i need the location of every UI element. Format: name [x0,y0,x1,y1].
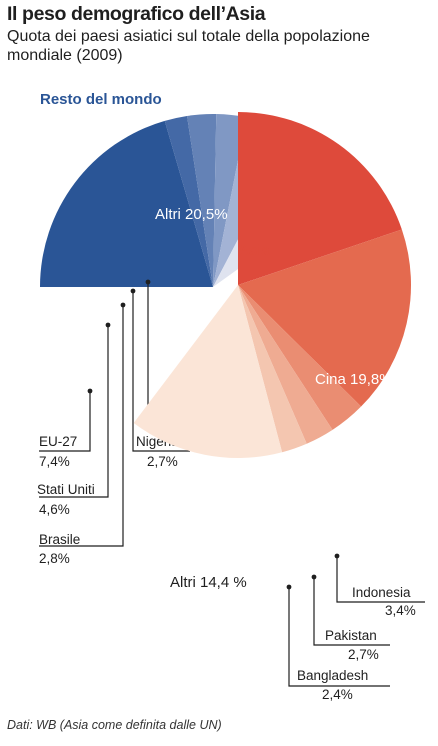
slice-asia-pakistan [238,285,333,444]
chart-title: Il peso demografico dell’Asia [7,3,266,25]
data-label-asia-india: India 17,6% [353,454,432,471]
label-value-resto-del-mondo-nigeria: 2,7% [147,454,178,469]
label-value-resto-del-mondo-stati-uniti: 4,6% [39,502,70,517]
label-value-asia-pakistan: 2,7% [348,647,379,662]
slice-resto-del-mondo-russia [164,115,213,288]
leader-dot-resto-del-mondo-brasile [120,302,126,308]
leader-line-asia-indonesia [336,556,425,603]
label-value-asia-indonesia: 3,4% [385,603,416,618]
label-value-resto-del-mondo-eu-27: 7,4% [39,454,70,469]
chart-subtitle: Quota dei paesi asiatici sul totale dell… [7,28,370,64]
leader-line-resto-del-mondo-stati-uniti [39,325,109,498]
leader-line-resto-del-mondo-eu-27 [39,391,91,452]
slice-resto-del-mondo-nigeria [187,113,217,287]
leader-dot-resto-del-mondo-eu-27 [87,388,93,394]
leader-dot-asia-indonesia [334,553,340,559]
leader-dot-asia-pakistan [311,574,317,580]
slice-asia-bangladesh [238,285,307,453]
label-name-resto-del-mondo-stati-uniti: Stati Uniti [37,482,95,497]
leader-dot-resto-del-mondo-russia [145,279,151,285]
label-name-asia-indonesia: Indonesia [352,585,411,600]
leader-line-resto-del-mondo-brasile [39,305,124,547]
label-name-resto-del-mondo-brasile: Brasile [39,532,80,547]
data-label-asia-altri: Altri 14,4 % [170,574,247,591]
slice-asia-indonesia [238,285,362,430]
label-name-resto-del-mondo-eu-27: EU-27 [39,434,77,449]
leader-line-asia-pakistan [313,577,390,646]
label-value-resto-del-mondo-brasile: 2,8% [39,551,70,566]
group-asia: Asia Cina 19,8% India 17,6% Indonesia 3,4% Pa… [133,112,432,702]
leader-line-asia-bangladesh [288,587,390,687]
leader-line-resto-del-mondo-nigeria [132,291,190,452]
slice-asia-cina [238,112,402,285]
label-name-asia-bangladesh: Bangladesh [297,668,368,683]
group-label-asia: Asia [238,242,270,259]
leader-dot-resto-del-mondo-stati-uniti [105,322,111,328]
slice-asia-india [238,229,412,407]
leader-dot-resto-del-mondo-nigeria [130,288,136,294]
data-label-resto-del-mondo-altri: Altri 20,5% [155,206,228,223]
data-label-asia-cina: Cina 19,8% [315,371,393,388]
leader-dot-asia-bangladesh [286,584,292,590]
label-value-asia-bangladesh: 2,4% [322,687,353,702]
label-name-asia-pakistan: Pakistan [325,628,377,643]
group-label-resto-del-mondo: Resto del mondo [40,91,162,108]
slice-resto-del-mondo-altri [40,120,213,288]
source-note: Dati: WB (Asia come definita dalle UN) [7,718,222,732]
slice-asia-altri [133,285,283,459]
